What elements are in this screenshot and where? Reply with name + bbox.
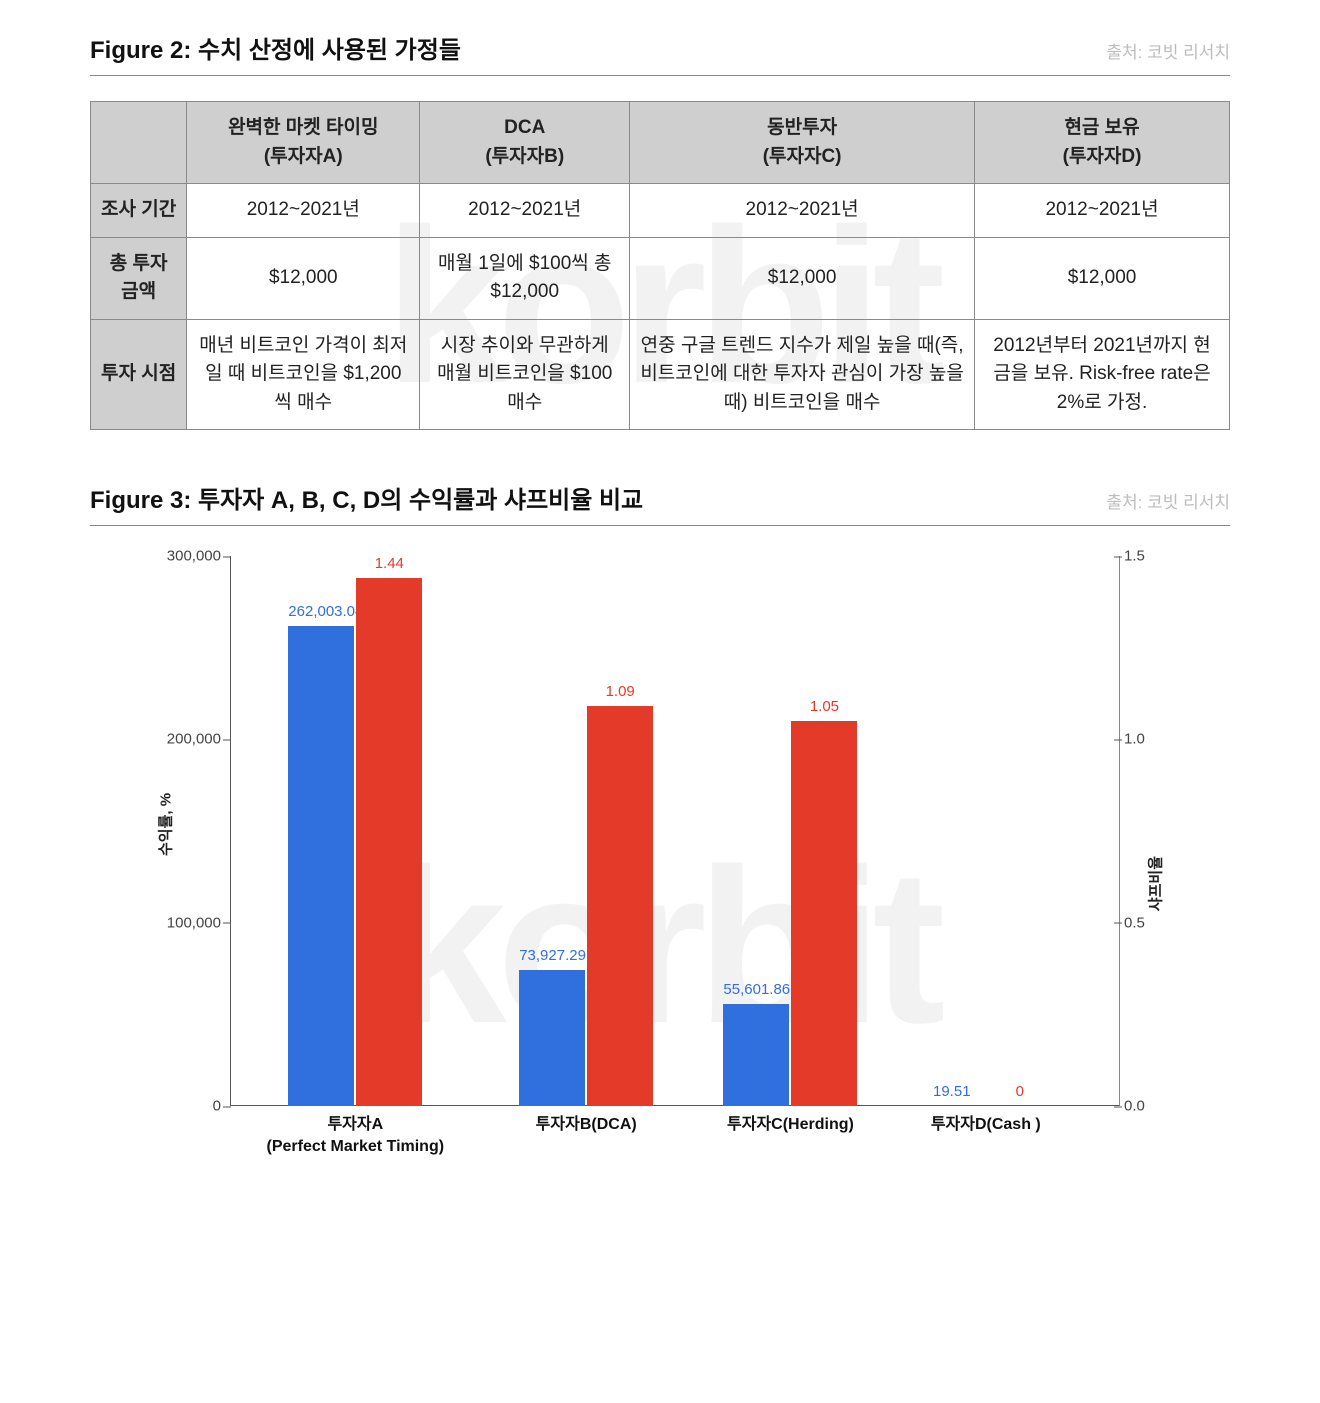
- table-cell: 시장 추이와 무관하게 매월 비트코인을 $100 매수: [420, 319, 630, 430]
- bar-group: 55,601.861.05투자자C(Herding): [693, 556, 888, 1106]
- left-tick: 200,000: [151, 731, 221, 748]
- col-header-line2: (투자자D): [985, 143, 1219, 172]
- col-header-line1: DCA: [430, 114, 619, 143]
- col-header: 동반투자 (투자자C): [630, 102, 975, 184]
- bar-group: 19.510투자자D(Cash ): [888, 556, 1083, 1106]
- figure2-source: 출처: 코빗 리서치: [1106, 38, 1230, 63]
- return-bar: [519, 970, 585, 1106]
- col-header: 현금 보유 (투자자D): [975, 102, 1230, 184]
- table-cell: 매년 비트코인 가격이 최저일 때 비트코인을 $1,200씩 매수: [187, 319, 420, 430]
- return-value-label: 262,003.04: [288, 603, 354, 620]
- col-header-line1: 완벽한 마켓 타이밍: [197, 114, 409, 143]
- return-value-label: 19.51: [919, 1083, 985, 1100]
- sharpe-value-label: 0: [987, 1083, 1053, 1100]
- col-header-line2: (투자자C): [640, 143, 964, 172]
- category-label: 투자자C(Herding): [693, 1106, 888, 1136]
- col-header-line2: (투자자A): [197, 143, 409, 172]
- right-tick: 1.0: [1124, 731, 1164, 748]
- return-bar: [288, 626, 354, 1106]
- table-row: 조사 기간2012~2021년2012~2021년2012~2021년2012~…: [91, 184, 1230, 238]
- sharpe-value-label: 1.09: [587, 683, 653, 700]
- table-row: 총 투자금액$12,000매월 1일에 $100씩 총 $12,000$12,0…: [91, 237, 1230, 319]
- table-cell: 연중 구글 트렌드 지수가 제일 높을 때(즉, 비트코인에 대한 투자자 관심…: [630, 319, 975, 430]
- return-value-label: 55,601.86: [723, 981, 789, 998]
- table-cell: 2012~2021년: [187, 184, 420, 238]
- col-header: DCA (투자자B): [420, 102, 630, 184]
- figure3-chart: 수익률, % 샤프비율 262,003.04 1.44 투자자A(Perfect M…: [90, 556, 1230, 1156]
- bar-group: 73,927.291.09투자자B(DCA): [489, 556, 684, 1106]
- bar-groups: 262,003.041.44투자자A(Perfect Market Timing…: [231, 556, 1119, 1106]
- bar-group: 262,003.041.44투자자A(Perfect Market Timing…: [258, 556, 453, 1106]
- row-head: 조사 기간: [91, 184, 187, 238]
- category-label: 투자자D(Cash ): [888, 1106, 1083, 1136]
- figure2-header: Figure 2: 수치 산정에 사용된 가정들 출처: 코빗 리서치: [90, 30, 1230, 76]
- table-cell: $12,000: [187, 237, 420, 319]
- sharpe-value-label: 1.44: [356, 555, 422, 572]
- table-corner: [91, 102, 187, 184]
- plot-area: 262,003.041.44투자자A(Perfect Market Timing…: [230, 556, 1120, 1106]
- figure2-title: Figure 2: 수치 산정에 사용된 가정들: [90, 30, 461, 65]
- sharpe-bar: [791, 721, 857, 1106]
- return-bar: [723, 1004, 789, 1106]
- col-header-line2: (투자자B): [430, 143, 619, 172]
- sharpe-bar: [356, 578, 422, 1106]
- col-header-line1: 현금 보유: [985, 114, 1219, 143]
- table-cell: 2012~2021년: [975, 184, 1230, 238]
- sharpe-bar: [587, 706, 653, 1106]
- col-header-line1: 동반투자: [640, 114, 964, 143]
- table-cell: $12,000: [630, 237, 975, 319]
- right-tick: 0.0: [1124, 1098, 1164, 1115]
- return-value-label: 73,927.29: [519, 947, 585, 964]
- category-label: 투자자A(Perfect Market Timing): [258, 1106, 453, 1157]
- figure3-title: Figure 3: 투자자 A, B, C, D의 수익률과 샤프비율 비교: [90, 480, 643, 515]
- right-tick: 0.5: [1124, 914, 1164, 931]
- table-cell: 매월 1일에 $100씩 총 $12,000: [420, 237, 630, 319]
- left-tick: 100,000: [151, 914, 221, 931]
- table-row: 투자 시점매년 비트코인 가격이 최저일 때 비트코인을 $1,200씩 매수시…: [91, 319, 1230, 430]
- row-head: 총 투자금액: [91, 237, 187, 319]
- left-tick: 0: [151, 1098, 221, 1115]
- row-head: 투자 시점: [91, 319, 187, 430]
- table-header-row: 완벽한 마켓 타이밍 (투자자A) DCA (투자자B) 동반투자 (투자자C)…: [91, 102, 1230, 184]
- table-cell: $12,000: [975, 237, 1230, 319]
- table-cell: 2012~2021년: [420, 184, 630, 238]
- table-cell: 2012년부터 2021년까지 현금을 보유. Risk-free rate은 …: [975, 319, 1230, 430]
- category-label: 투자자B(DCA): [489, 1106, 684, 1136]
- figure3-source: 출처: 코빗 리서치: [1106, 488, 1230, 513]
- right-tick: 1.5: [1124, 548, 1164, 565]
- figure2-table: 완벽한 마켓 타이밍 (투자자A) DCA (투자자B) 동반투자 (투자자C)…: [90, 101, 1230, 430]
- left-axis-label: 수익률, %: [155, 793, 176, 856]
- left-tick: 300,000: [151, 548, 221, 565]
- figure3-header: Figure 3: 투자자 A, B, C, D의 수익률과 샤프비율 비교 출…: [90, 480, 1230, 526]
- table-cell: 2012~2021년: [630, 184, 975, 238]
- col-header: 완벽한 마켓 타이밍 (투자자A): [187, 102, 420, 184]
- sharpe-value-label: 1.05: [791, 698, 857, 715]
- right-axis-label: 샤프비율: [1145, 856, 1166, 911]
